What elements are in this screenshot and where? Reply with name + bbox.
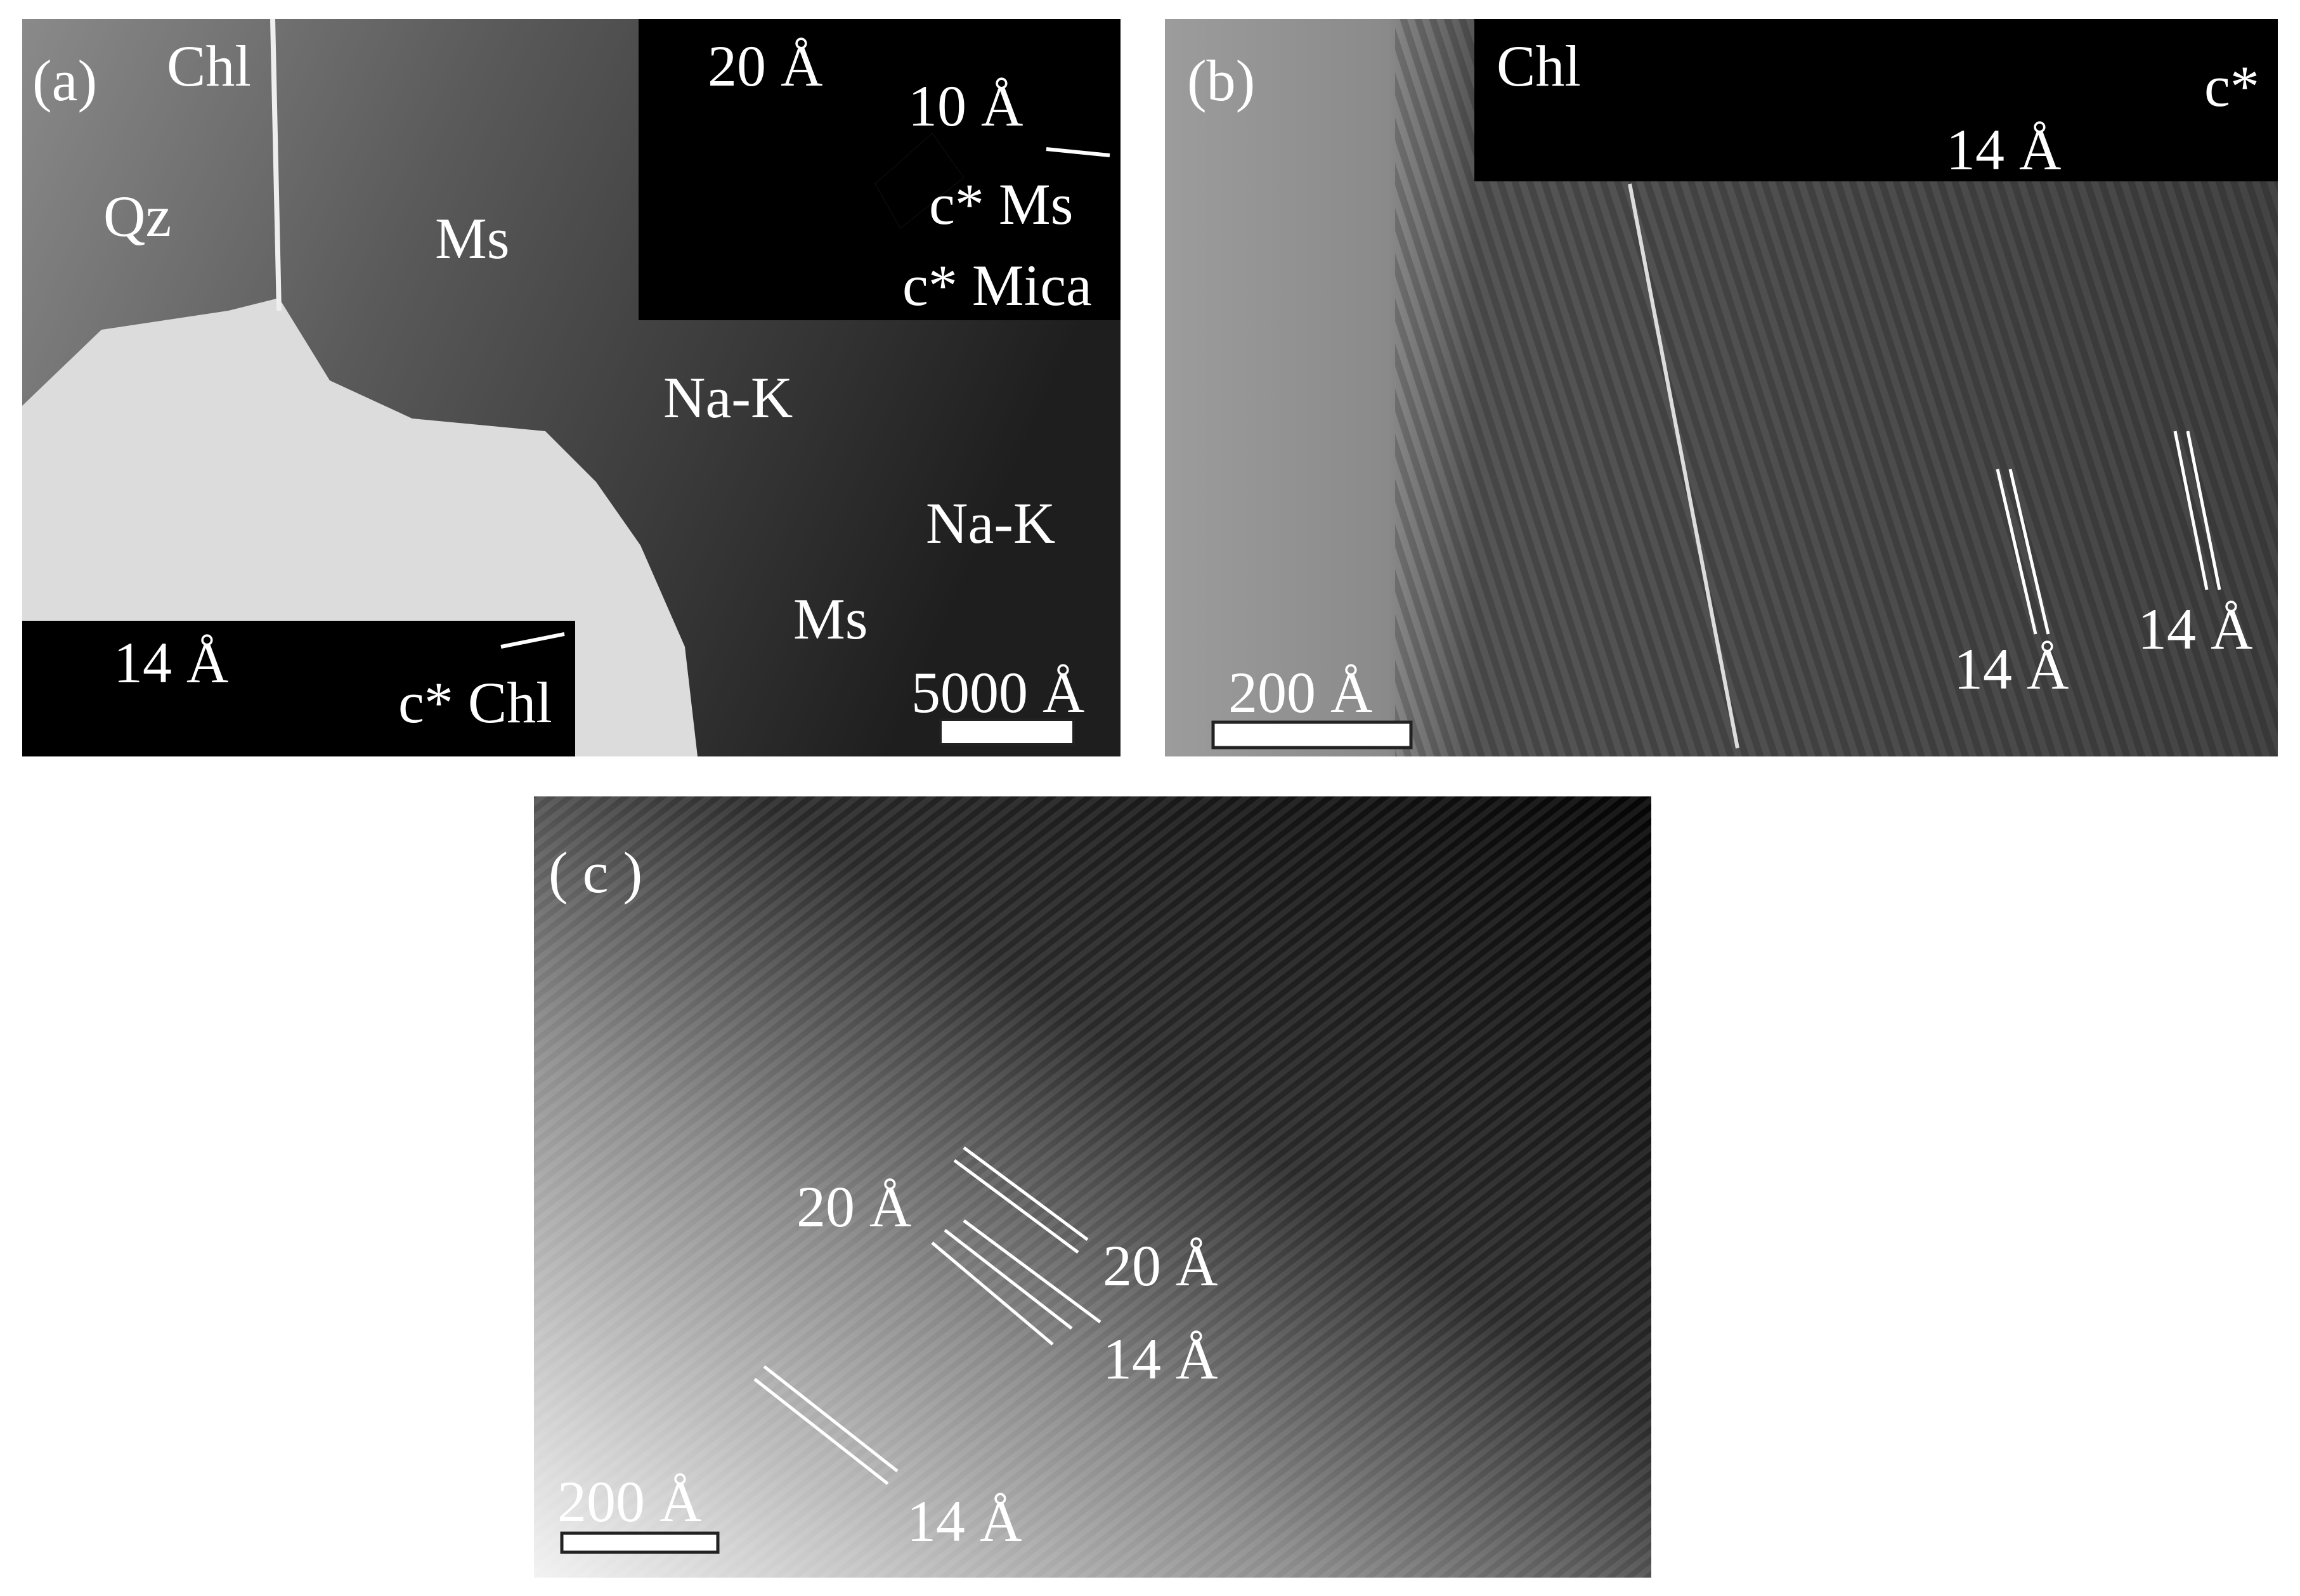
phase-label: Ms (435, 206, 510, 271)
phase-label: Na-K (663, 365, 793, 430)
spacing-label: 14 Å (1954, 637, 2069, 701)
fringe-marker (2008, 469, 2050, 635)
arrow (500, 632, 565, 649)
panel-a (22, 18, 1121, 756)
boundary (1628, 183, 1739, 749)
panel-label: (b) (1187, 48, 1255, 113)
scale-bar (1211, 720, 1413, 749)
spacing-label: 14 Å (907, 1489, 1022, 1554)
spacing-label: 14 Å (2138, 597, 2252, 661)
diffraction-inset (1474, 19, 2278, 181)
beam-stop (874, 133, 965, 229)
inset-label: c* Chl (398, 670, 552, 735)
phase-label: Ms (793, 587, 868, 651)
phase-label: Chl (167, 34, 251, 98)
inset-label: 20 Å (708, 34, 822, 98)
inset-label: 10 Å (908, 74, 1023, 138)
inset-label: c* Ms (929, 172, 1073, 237)
spacing-label: 20 Å (796, 1174, 911, 1239)
inset-label: 14 Å (1946, 117, 2061, 182)
diffraction-inset (639, 19, 1121, 320)
diffraction-inset (22, 621, 575, 756)
inset-label: 14 Å (114, 630, 228, 695)
scale-bar (939, 718, 1075, 746)
panel-c (534, 796, 1651, 1578)
scale-label: 200 Å (1228, 660, 1372, 725)
arrow (1046, 147, 1110, 157)
panel-label: (a) (32, 48, 97, 113)
phase-label: Qz (103, 184, 171, 249)
boundary (270, 18, 282, 311)
spacing-label: 14 Å (1103, 1327, 1218, 1391)
lattice-fringes (534, 796, 1651, 1578)
fringe-marker (2186, 431, 2221, 590)
fringe-marker (1996, 469, 2037, 635)
scale-label: 5000 Å (911, 660, 1084, 725)
phase-label: Na-K (926, 491, 1055, 555)
panel-label: ( c ) (549, 840, 642, 905)
fringe-markers (753, 1146, 1101, 1485)
inset-label: c* Mica (902, 253, 1092, 318)
inset-label: c* (2204, 54, 2259, 119)
fringe-marker (2173, 431, 2209, 590)
spacing-label: 20 Å (1103, 1233, 1218, 1298)
panel-b (1165, 19, 2278, 756)
scale-label: 200 Å (557, 1469, 701, 1534)
inset-label: Chl (1497, 34, 1581, 98)
scale-bar (560, 1531, 720, 1554)
